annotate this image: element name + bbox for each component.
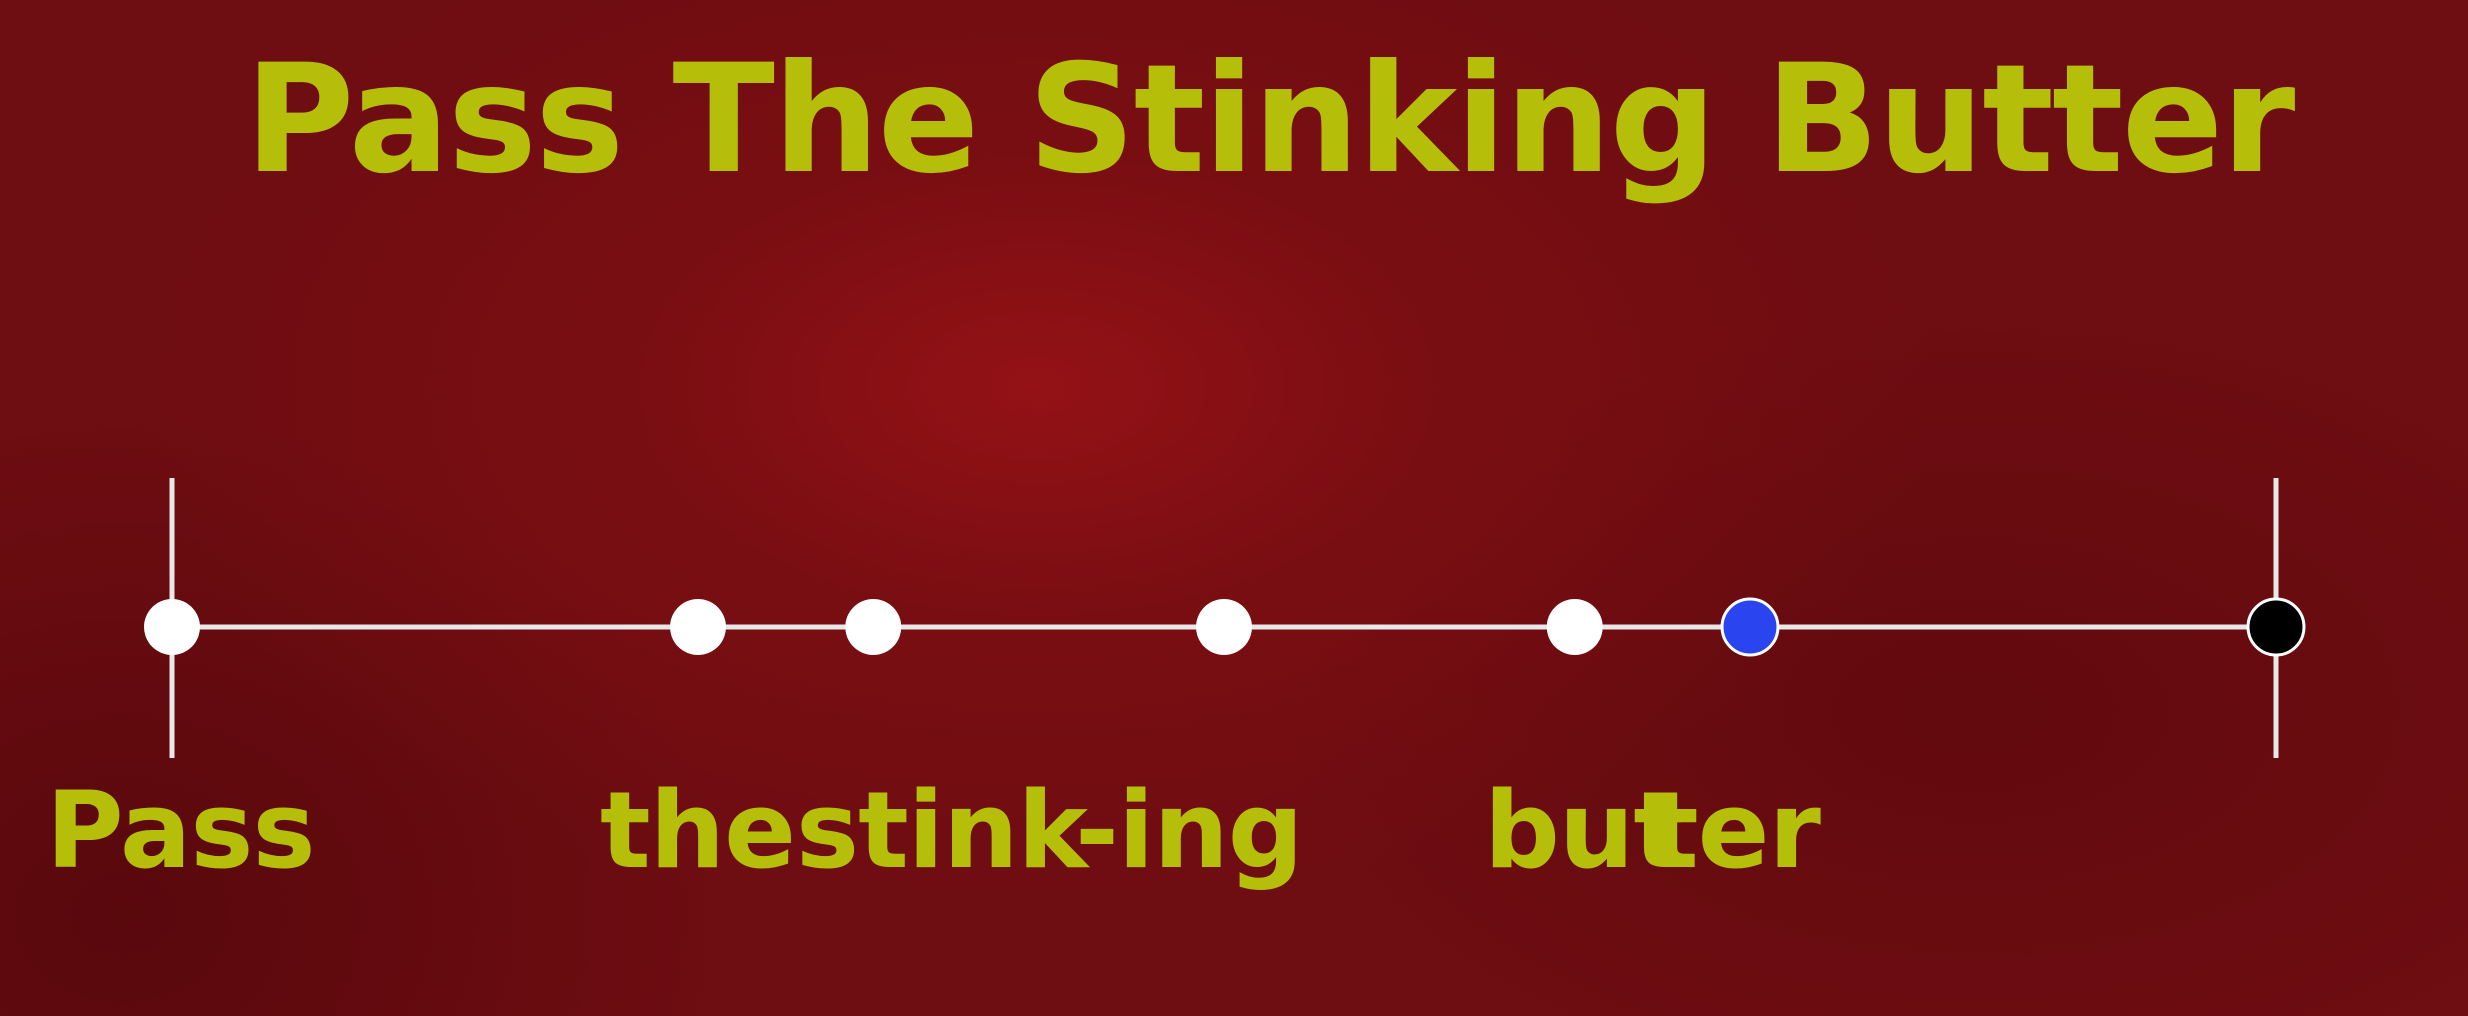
beat-dot <box>670 599 726 655</box>
end-beat-dot <box>2246 597 2306 657</box>
beat-dot <box>1546 599 1603 655</box>
beat-dot <box>144 599 200 655</box>
lyric-syllable: ter <box>1648 769 1821 892</box>
beat-dot <box>845 599 902 655</box>
page-title: Pass The Stinking Butter <box>244 33 2296 207</box>
lyric-syllable: but <box>1484 769 1683 892</box>
current-beat-dot <box>1720 597 1780 657</box>
lyric-syllable: -ing <box>1075 769 1303 892</box>
lyric-syllable: the <box>600 769 795 892</box>
lyric-syllable: Pass <box>46 769 315 892</box>
beat-dot <box>1196 599 1252 655</box>
lyric-syllable: stink <box>796 769 1091 892</box>
